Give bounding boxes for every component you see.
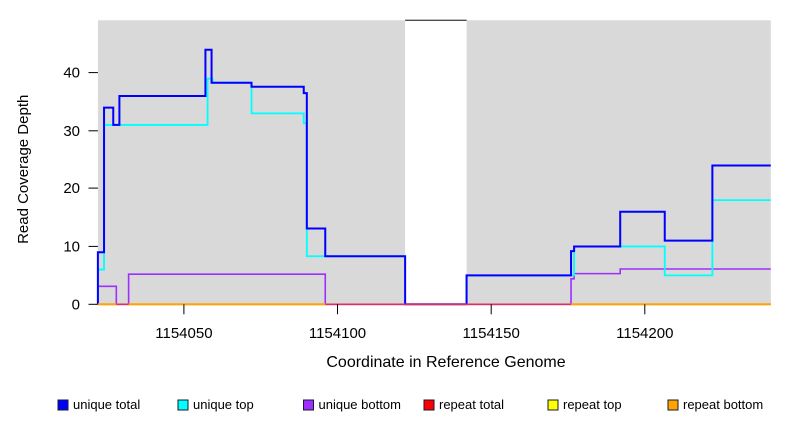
svg-text:40: 40 [63,65,80,82]
svg-text:10: 10 [63,238,80,255]
svg-text:unique top: unique top [193,397,254,412]
svg-text:1154200: 1154200 [616,325,673,342]
svg-text:0: 0 [72,296,80,313]
svg-text:Coordinate in Reference Genome: Coordinate in Reference Genome [326,354,565,371]
svg-text:unique bottom: unique bottom [319,397,401,412]
svg-text:1154100: 1154100 [309,325,366,342]
svg-text:unique total: unique total [73,397,140,412]
svg-text:repeat total: repeat total [439,397,504,412]
svg-text:30: 30 [63,123,80,140]
svg-text:1154150: 1154150 [463,325,520,342]
svg-text:1154050: 1154050 [155,325,212,342]
svg-text:20: 20 [63,180,80,197]
svg-text:repeat bottom: repeat bottom [683,397,763,412]
svg-text:Read Coverage Depth: Read Coverage Depth [15,95,32,244]
svg-text:repeat top: repeat top [563,397,622,412]
